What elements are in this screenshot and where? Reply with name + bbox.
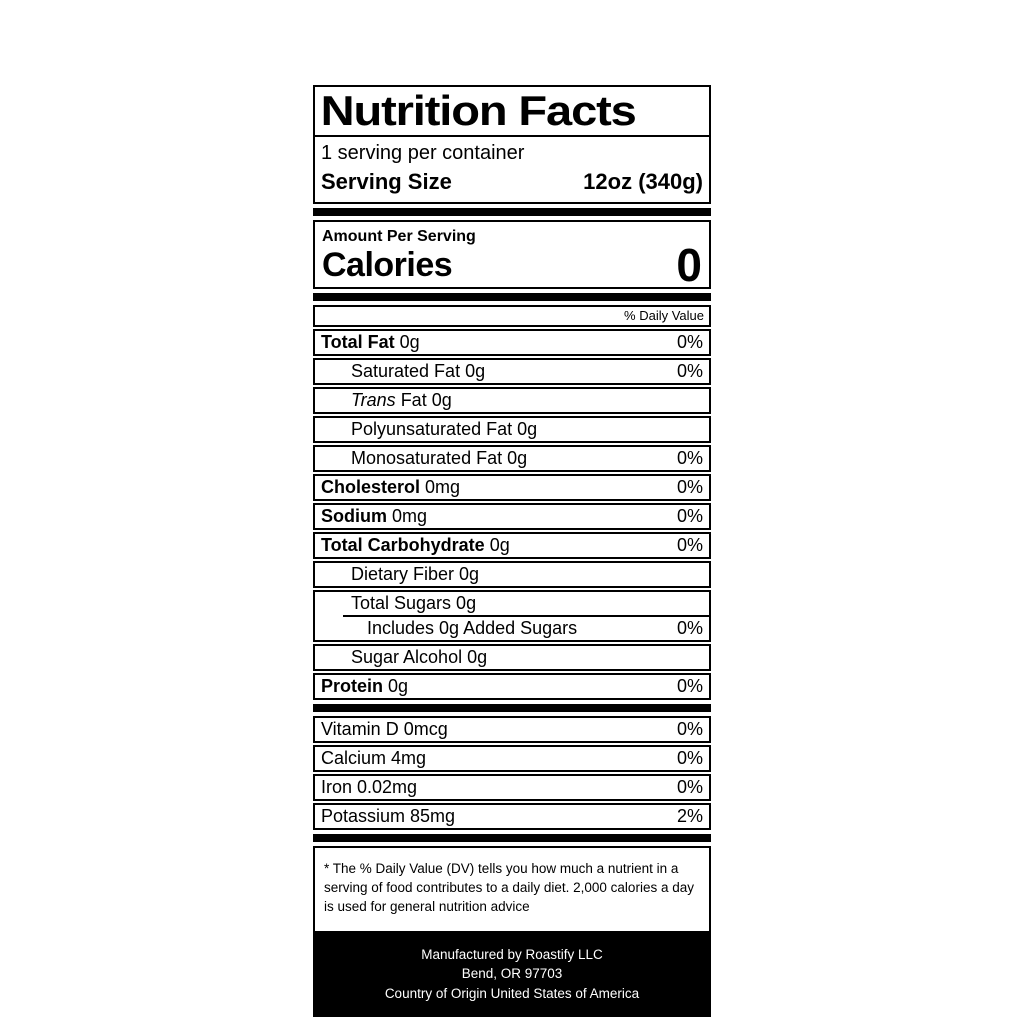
nutrient-label: Sodium 0mg <box>321 506 427 527</box>
nutrient-row-trans-fat: Trans Fat 0g <box>313 387 711 414</box>
nutrient-row-total-sugars: Total Sugars 0g Includes 0g Added Sugars… <box>313 590 711 642</box>
vitamin-label: Iron 0.02mg <box>321 777 418 797</box>
nutrient-label: Total Carbohydrate 0g <box>321 535 510 556</box>
nutrient-amount: 0mg <box>420 477 461 497</box>
nutrient-name: Cholesterol <box>321 477 421 497</box>
nutrient-row-sugar-alcohol: Sugar Alcohol 0g <box>313 644 711 671</box>
nutrient-amount: Saturated Fat 0g <box>351 361 486 381</box>
nutrient-row-saturated-fat: Saturated Fat 0g 0% <box>313 358 711 385</box>
nutrient-amount: Sugar Alcohol 0g <box>351 647 488 667</box>
nutrient-percent: 0% <box>676 618 703 638</box>
nutrient-label: Includes 0g Added Sugars <box>321 618 577 639</box>
nutrient-row-protein: Protein 0g 0% <box>313 673 711 700</box>
nutrient-percent: 0% <box>676 506 703 526</box>
serving-size-label: Serving Size <box>321 169 452 194</box>
nutrient-label: Trans Fat 0g <box>321 390 452 411</box>
nutrient-amount: Total Sugars 0g <box>351 593 477 613</box>
nutrient-label: Total Fat 0g <box>321 332 420 353</box>
vitamin-label: Calcium 4mg <box>321 748 427 768</box>
vitamin-percent: 0% <box>676 719 703 739</box>
nutrient-name: Total Fat <box>321 332 395 352</box>
nutrient-label: Polyunsaturated Fat 0g <box>321 419 537 440</box>
nutrient-name: Total Carbohydrate <box>321 535 485 555</box>
nutrient-label: Dietary Fiber 0g <box>321 564 479 585</box>
title-box: Nutrition Facts <box>315 87 709 137</box>
serving-size-row: Serving Size 12oz (340g) <box>321 167 703 197</box>
nutrient-label: Protein 0g <box>321 676 408 697</box>
manufacturer-section: Manufactured by Roastify LLC Bend, OR 97… <box>313 932 711 1018</box>
nutrient-percent: 0% <box>676 332 703 352</box>
nutrient-amount: 0g <box>383 676 409 696</box>
vitamin-label: Vitamin D 0mcg <box>321 719 448 739</box>
nutrient-row-cholesterol: Cholesterol 0mg 0% <box>313 474 711 501</box>
vitamin-row-iron: Iron 0.02mg 0% <box>313 774 711 801</box>
nutrient-label: Total Sugars 0g <box>321 593 476 614</box>
vitamin-percent: 0% <box>676 748 703 768</box>
header-section: Nutrition Facts 1 serving per container … <box>313 85 711 204</box>
vitamin-row-vitamin-d: Vitamin D 0mcg 0% <box>313 716 711 743</box>
nutrient-amount: 0mg <box>387 506 428 526</box>
calories-label: Calories <box>322 246 453 284</box>
nutrient-label: Saturated Fat 0g <box>321 361 485 382</box>
serving-info: 1 serving per container Serving Size 12o… <box>315 137 709 202</box>
nutrient-percent: 0% <box>676 448 703 468</box>
nutrient-row-total-carbohydrate: Total Carbohydrate 0g 0% <box>313 532 711 559</box>
calories-row: Calories 0 <box>322 239 702 291</box>
nutrient-label: Monosaturated Fat 0g <box>321 448 527 469</box>
nutrient-label: Cholesterol 0mg <box>321 477 460 498</box>
servings-per-container: 1 serving per container <box>321 142 525 164</box>
nutrient-row-monosaturated-fat: Monosaturated Fat 0g 0% <box>313 445 711 472</box>
serving-size-value: 12oz (340g) <box>583 169 703 194</box>
nutrient-row-total-fat: Total Fat 0g 0% <box>313 329 711 356</box>
nutrient-row-dietary-fiber: Dietary Fiber 0g <box>313 561 711 588</box>
daily-value-header: % Daily Value <box>313 305 711 327</box>
nutrient-row-polyunsaturated-fat: Polyunsaturated Fat 0g <box>313 416 711 443</box>
divider-bar <box>313 704 711 712</box>
nutrient-amount: 0g <box>394 332 420 352</box>
nutrient-name: Trans <box>351 390 396 410</box>
added-sugars-divider <box>343 615 709 617</box>
calories-section: Amount Per Serving Calories 0 <box>313 220 711 289</box>
nutrient-amount: Dietary Fiber 0g <box>351 564 480 584</box>
nutrient-percent: 0% <box>676 535 703 555</box>
vitamin-percent: 2% <box>676 806 703 826</box>
nutrient-amount: Fat 0g <box>395 390 452 410</box>
manufacturer-address: Bend, OR 97703 <box>461 966 563 982</box>
nutrient-name: Sodium <box>321 506 387 526</box>
nutrient-percent: 0% <box>676 477 703 497</box>
label-title: Nutrition Facts <box>320 87 637 134</box>
nutrient-amount: Includes 0g Added Sugars <box>367 618 578 638</box>
vitamin-label: Potassium 85mg <box>321 806 456 826</box>
nutrient-row-sodium: Sodium 0mg 0% <box>313 503 711 530</box>
total-sugars-line: Total Sugars 0g <box>315 592 709 615</box>
divider-bar <box>313 834 711 842</box>
vitamin-row-potassium: Potassium 85mg 2% <box>313 803 711 830</box>
daily-value-footnote: * The % Daily Value (DV) tells you how m… <box>313 846 711 933</box>
vitamin-row-calcium: Calcium 4mg 0% <box>313 745 711 772</box>
vitamin-percent: 0% <box>676 777 703 797</box>
nutrient-label: Sugar Alcohol 0g <box>321 647 487 668</box>
calories-value: 0 <box>676 239 702 291</box>
nutrient-amount: 0g <box>484 535 510 555</box>
divider-bar <box>313 293 711 301</box>
nutrient-amount: Monosaturated Fat 0g <box>351 448 528 468</box>
nutrient-percent: 0% <box>676 676 703 696</box>
amount-per-serving-label: Amount Per Serving <box>322 228 476 245</box>
country-of-origin: Country of Origin United States of Ameri… <box>384 985 640 1001</box>
nutrition-facts-label: Nutrition Facts 1 serving per container … <box>313 85 711 1018</box>
divider-bar <box>313 208 711 216</box>
nutrient-amount: Polyunsaturated Fat 0g <box>351 419 538 439</box>
nutrient-name: Protein <box>321 676 384 696</box>
manufacturer-name: Manufactured by Roastify LLC <box>421 946 603 962</box>
added-sugars-line: Includes 0g Added Sugars 0% <box>315 617 709 640</box>
nutrient-percent: 0% <box>676 361 703 381</box>
